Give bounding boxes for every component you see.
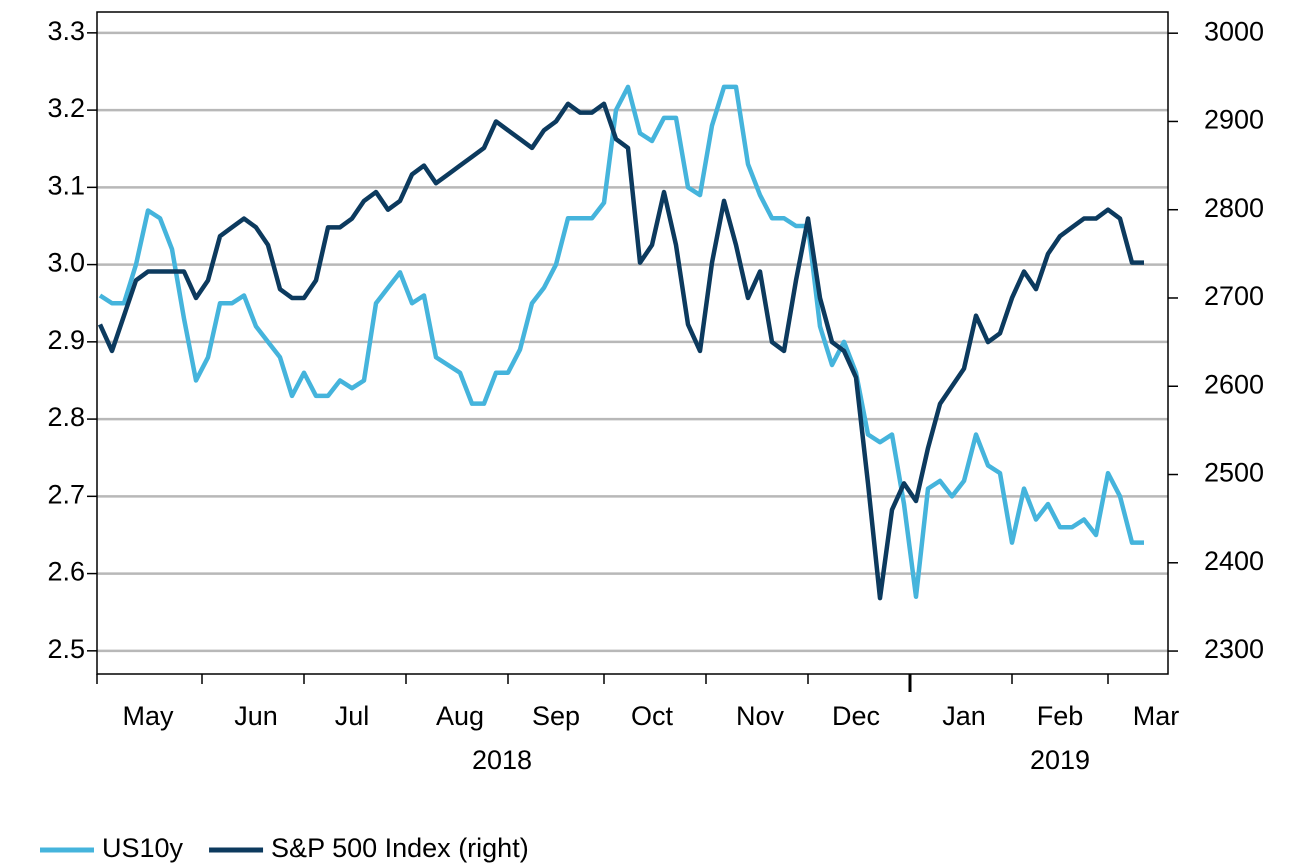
x-tick-label: May xyxy=(122,701,174,731)
y2-tick-label: 2600 xyxy=(1204,369,1264,399)
x-tick-label: Jan xyxy=(942,701,986,731)
x-tick-label: Nov xyxy=(736,701,785,731)
x-tick-label: Dec xyxy=(832,701,880,731)
x-tick-label: Oct xyxy=(631,701,674,731)
y2-tick-label: 3000 xyxy=(1204,16,1264,46)
legend-label: US10y xyxy=(102,833,184,863)
y-tick-label: 2.9 xyxy=(47,325,85,355)
x-tick-label: Mar xyxy=(1133,701,1180,731)
x-tick-label: Jun xyxy=(234,701,278,731)
x-tick-label: Feb xyxy=(1037,701,1084,731)
y-tick-label: 2.8 xyxy=(47,402,85,432)
y2-tick-label: 2800 xyxy=(1204,193,1264,223)
y-tick-label: 3.0 xyxy=(47,248,85,278)
series-line xyxy=(98,84,1144,600)
x-tick-label: Aug xyxy=(436,701,484,731)
x-tick-label: Jul xyxy=(335,701,370,731)
y-tick-label: 2.7 xyxy=(47,479,85,509)
series-line xyxy=(97,101,1144,601)
year-label: 2018 xyxy=(472,745,532,775)
y-tick-label: 2.5 xyxy=(47,634,85,664)
y-tick-label: 3.2 xyxy=(47,93,85,123)
y2-tick-label: 2500 xyxy=(1204,458,1264,488)
y-tick-label: 3.1 xyxy=(47,170,85,200)
y2-tick-label: 2300 xyxy=(1204,634,1264,664)
legend-label: S&P 500 Index (right) xyxy=(271,833,529,863)
y2-tick-label: 2900 xyxy=(1204,105,1264,135)
plot-frame xyxy=(96,11,1169,675)
y2-tick-label: 2400 xyxy=(1204,546,1264,576)
year-label: 2019 xyxy=(1030,745,1090,775)
y2-tick-label: 2700 xyxy=(1204,281,1264,311)
x-tick-label: Sep xyxy=(532,701,580,731)
y-tick-label: 2.6 xyxy=(47,557,85,587)
y-tick-label: 3.3 xyxy=(47,16,85,46)
